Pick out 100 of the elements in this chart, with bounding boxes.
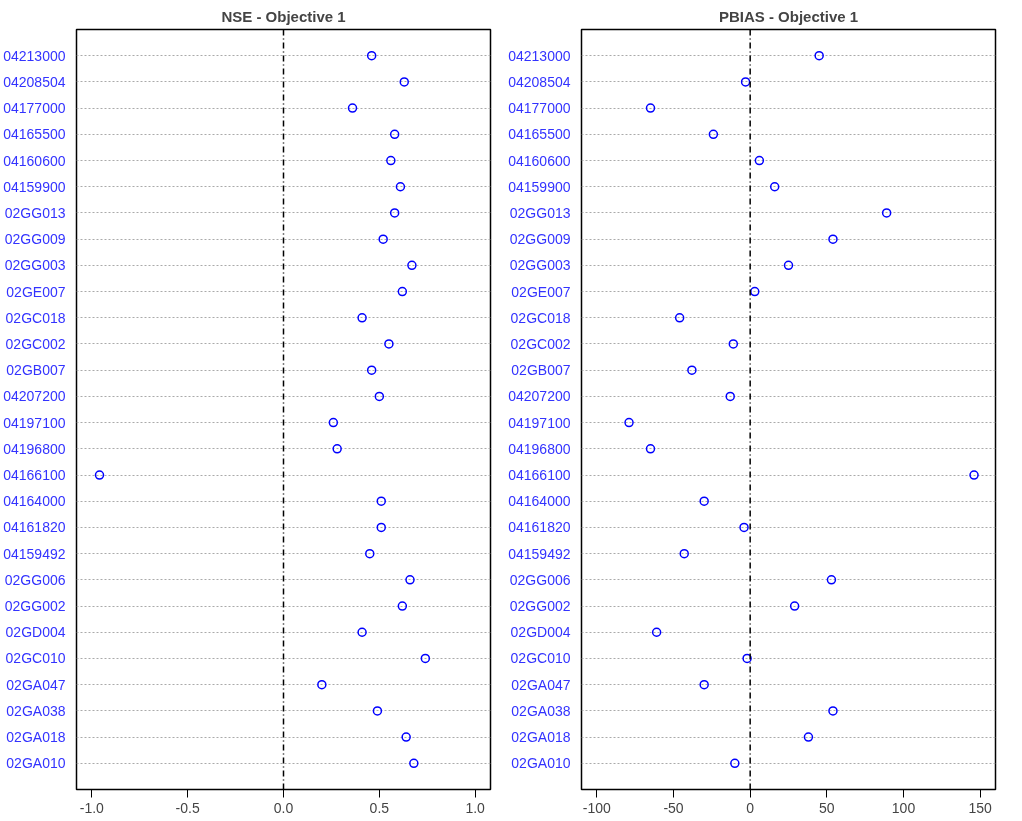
y-tick-label: 02GG006: [509, 571, 571, 588]
point: [645, 444, 656, 454]
y-tick-label: 02GA047: [511, 676, 571, 693]
y-tick-label: 04161820: [3, 519, 66, 536]
y-tick-label: 04213000: [3, 47, 66, 64]
point: [624, 417, 634, 428]
x-tick-label: 0.0: [273, 799, 294, 816]
point: [645, 103, 656, 113]
y-tick-label: 02GA038: [6, 702, 66, 719]
x-tick-label: -100: [582, 799, 612, 816]
point: [651, 627, 662, 637]
y-tick-label: 04159900: [3, 178, 66, 195]
point: [397, 286, 408, 297]
point: [384, 339, 394, 349]
y-tick-label: 04165500: [3, 126, 66, 143]
y-tick-label: 02GG013: [509, 204, 571, 221]
point: [783, 260, 794, 271]
point: [374, 391, 385, 402]
point: [674, 313, 685, 323]
y-tick-label: 02GA010: [6, 755, 66, 772]
y-tick-label: 04164000: [3, 493, 66, 510]
x-tick-label: -0.5: [175, 799, 200, 816]
point: [401, 732, 411, 742]
point: [376, 522, 386, 533]
x-tick-label: 50: [819, 799, 835, 816]
point: [828, 706, 838, 716]
point: [347, 103, 358, 113]
point: [687, 365, 697, 375]
y-tick-label: 02GG006: [4, 571, 66, 588]
point: [789, 601, 800, 611]
point: [730, 758, 740, 769]
y-tick-label: 02GG013: [4, 204, 66, 221]
y-tick-label: 02GA038: [511, 702, 571, 719]
y-tick-label: 04159492: [3, 545, 66, 562]
point: [699, 679, 709, 690]
x-tick-label: 1.0: [465, 799, 486, 816]
y-tick-label: 02GG002: [4, 598, 66, 615]
y-tick-label: 02GA018: [6, 729, 66, 746]
y-tick-label: 02GG003: [4, 257, 66, 274]
point: [826, 575, 837, 585]
y-tick-label: 04166100: [3, 467, 66, 484]
point: [372, 706, 383, 716]
y-tick-label: 04207200: [3, 388, 66, 405]
point: [328, 417, 339, 428]
point: [376, 496, 386, 506]
y-tick-label: 04197100: [3, 414, 66, 431]
point: [742, 653, 752, 664]
x-tick-label: 0.5: [369, 799, 390, 816]
y-tick-label: 04196800: [508, 440, 571, 457]
y-tick-label: 02GG009: [509, 231, 571, 248]
point: [357, 313, 367, 323]
y-tick-label: 04213000: [508, 47, 571, 64]
chart-title: NSE - Objective 1: [221, 7, 346, 25]
y-tick-label: 02GG009: [4, 231, 66, 248]
point: [679, 548, 689, 559]
point: [725, 391, 735, 402]
y-tick-label: 02GC002: [5, 335, 66, 352]
y-tick-label: 02GE007: [6, 283, 66, 300]
point: [754, 155, 765, 166]
point: [405, 575, 415, 585]
point: [740, 77, 751, 87]
y-tick-label: 02GG003: [509, 257, 571, 274]
y-tick-label: 02GD004: [510, 624, 571, 641]
x-tick-label: -50: [663, 799, 684, 816]
point: [881, 208, 892, 218]
point: [378, 234, 388, 244]
point: [357, 627, 367, 637]
point: [803, 732, 814, 742]
point: [389, 208, 400, 218]
y-tick-label: 04177000: [3, 100, 66, 117]
y-tick-label: 02GA010: [511, 755, 571, 772]
x-tick-label: 100: [891, 799, 916, 816]
point: [708, 129, 719, 140]
y-tick-label: 02GA047: [6, 676, 66, 693]
y-tick-label: 02GC010: [510, 650, 571, 667]
point: [395, 182, 406, 192]
y-tick-label: 02GC010: [5, 650, 66, 667]
point: [728, 339, 739, 349]
y-tick-label: 02GB007: [6, 362, 66, 379]
point: [332, 444, 342, 454]
point: [397, 601, 408, 611]
point: [739, 522, 749, 533]
chart-title: PBIAS - Objective 1: [718, 7, 859, 25]
y-tick-label: 02GA018: [511, 729, 571, 746]
point: [409, 758, 419, 769]
y-tick-label: 04165500: [508, 126, 571, 143]
y-tick-label: 02GD004: [5, 624, 66, 641]
x-tick-label: -1.0: [79, 799, 105, 816]
y-tick-label: 02GC002: [510, 335, 571, 352]
y-tick-label: 04208504: [508, 73, 571, 90]
point: [699, 496, 709, 506]
x-tick-label: 0: [746, 799, 755, 816]
y-tick-label: 04159900: [508, 178, 571, 195]
point: [407, 260, 417, 271]
point: [750, 286, 760, 297]
y-tick-label: 04197100: [508, 414, 571, 431]
y-tick-label: 02GC018: [5, 309, 66, 326]
y-tick-label: 04208504: [3, 73, 66, 90]
point: [828, 234, 838, 244]
point: [365, 548, 375, 559]
